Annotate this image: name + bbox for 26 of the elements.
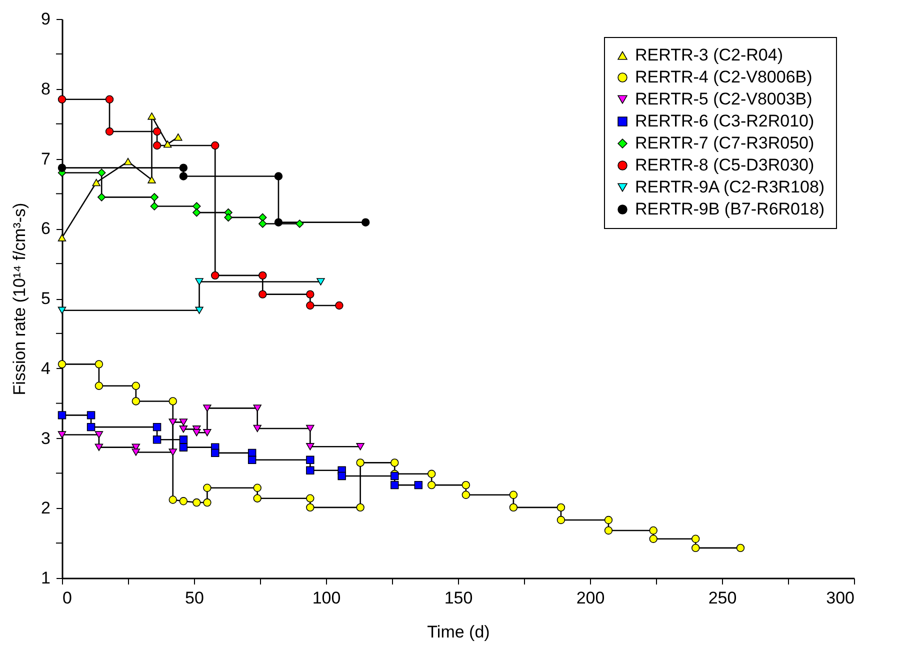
x-tick-label: 100	[312, 588, 341, 608]
legend-label: RERTR-6 (C3-R2R010)	[635, 112, 814, 130]
y-tick-label: 9	[41, 10, 50, 28]
y-tick-label: 1	[41, 568, 50, 588]
legend-label: RERTR-4 (C2-V8006B)	[635, 68, 812, 86]
y-tick-label: 6	[41, 219, 50, 238]
y-tick-label: 8	[41, 79, 50, 98]
y-tick-label: 4	[41, 358, 50, 378]
y-tick-label: 2	[41, 498, 50, 518]
y-tick-label: 3	[41, 428, 50, 448]
x-tick-label: 0	[62, 588, 72, 608]
legend-label: RERTR-3 (C2-R04)	[635, 46, 783, 64]
legend-label: RERTR-5 (C2-V8003B)	[635, 90, 812, 108]
legend-label: RERTR-8 (C5-D3R030)	[635, 156, 814, 174]
x-tick-label: 200	[576, 588, 605, 608]
x-tick-label: 300	[826, 588, 854, 608]
legend-label: RERTR-9B (B7-R6R018)	[635, 200, 825, 218]
x-axis-title: Time (d)	[427, 622, 490, 642]
legend-label: RERTR-9A (C2-R3R108)	[635, 178, 825, 196]
y-axis-title: Fission rate (10¹⁴ f/cm³-s)	[10, 202, 30, 396]
y-tick-label: 5	[41, 289, 50, 308]
legend-label: RERTR-7 (C7-R3R050)	[635, 134, 814, 152]
y-tick-label: 7	[41, 149, 50, 168]
x-tick-label: 250	[708, 588, 737, 608]
x-tick-label: 50	[185, 588, 204, 608]
x-tick-label: 150	[444, 588, 473, 608]
